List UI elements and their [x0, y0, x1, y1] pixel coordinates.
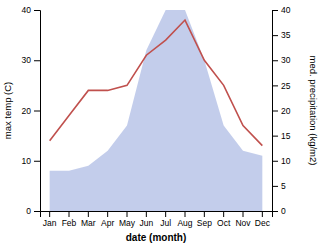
tick-mark — [272, 111, 278, 112]
tick: Dec — [255, 211, 271, 228]
tick: 20 — [272, 106, 291, 116]
x-axis-title: date (month) — [126, 232, 187, 243]
tick-label: 10 — [22, 156, 32, 166]
y-axis-title: max temp (C) — [2, 82, 13, 140]
y2-axis-title: med. precipitation (kg/m2) — [308, 56, 318, 166]
axis-line — [273, 11, 279, 212]
tick-mark — [127, 211, 128, 217]
tick: 30 — [22, 55, 40, 65]
tick: 20 — [22, 106, 40, 116]
tick-label: Jun — [139, 218, 153, 228]
tick-label: Oct — [217, 218, 231, 228]
tick-label: 0 — [281, 206, 286, 216]
y-axis: 0 10 20 30 40 — [22, 5, 41, 216]
tick-mark — [88, 211, 89, 217]
tick-mark — [272, 60, 278, 61]
tick-label: 30 — [22, 55, 32, 65]
y2-axis: 0 5 10 15 20 25 30 35 40 — [272, 5, 291, 216]
tick: 30 — [272, 55, 291, 65]
tick: Oct — [217, 211, 231, 228]
tick-mark — [272, 10, 278, 11]
tick: Mar — [81, 211, 96, 228]
tick: 10 — [22, 156, 40, 166]
area — [50, 10, 263, 211]
tick-mark — [272, 35, 278, 36]
tick: 0 — [272, 206, 286, 216]
axis-line — [34, 11, 41, 212]
tick-mark — [272, 85, 278, 86]
tick-mark — [165, 211, 166, 217]
tick: Sep — [197, 211, 212, 228]
tick: 25 — [272, 81, 291, 91]
tick-mark — [272, 161, 278, 162]
tick-mark — [107, 211, 108, 217]
tick: Aug — [177, 211, 192, 228]
line — [50, 20, 263, 146]
tick-label: 5 — [281, 181, 286, 191]
tick: 15 — [272, 131, 291, 141]
tick-label: Mar — [81, 218, 96, 228]
tick-mark — [272, 211, 278, 212]
tick-label: Jul — [160, 218, 171, 228]
tick-label: Apr — [101, 218, 114, 228]
tick: 0 — [26, 206, 40, 216]
tick: 35 — [272, 30, 291, 40]
tick: Nov — [235, 211, 251, 228]
tick: 40 — [22, 5, 40, 15]
tick-label: Dec — [255, 218, 271, 228]
x-axis: Jan Feb Mar Apr MayJun Jul Aug Sep Oct Nov Dec — [41, 211, 273, 228]
tick-label: 30 — [281, 55, 291, 65]
tick-mark — [49, 211, 50, 217]
tick-label: 40 — [22, 5, 32, 15]
chart: Jan Feb Mar Apr MayJun Jul Aug Sep Oct Nov Dec 0 10 2… — [0, 0, 318, 247]
tick-label: 20 — [22, 106, 32, 116]
tick: 40 — [272, 5, 291, 15]
tick-mark — [262, 211, 263, 217]
tick-mark — [69, 211, 70, 217]
tick-mark — [34, 10, 40, 11]
tick-mark — [34, 161, 40, 162]
plot: Jan Feb Mar Apr MayJun Jul Aug Sep Oct Nov Dec 0 10 2… — [22, 5, 291, 228]
tick-label: 25 — [281, 81, 291, 91]
tick: May — [119, 211, 136, 228]
tick-label: 35 — [281, 30, 291, 40]
tick-label: Feb — [62, 218, 77, 228]
tick: Jan — [43, 211, 57, 228]
tick-label: Aug — [177, 218, 192, 228]
tick-label: May — [119, 218, 136, 228]
tick-mark — [34, 211, 40, 212]
tick-label: 15 — [281, 131, 291, 141]
tick-mark — [204, 211, 205, 217]
tick-mark — [185, 211, 186, 217]
tick: 5 — [272, 181, 286, 191]
tick-label: Jan — [43, 218, 57, 228]
tick-mark — [34, 60, 40, 61]
tick-label: 40 — [281, 5, 291, 15]
tick-label: 0 — [26, 206, 31, 216]
tick-mark — [243, 211, 244, 217]
tick-label: 20 — [281, 106, 291, 116]
tick-mark — [272, 186, 278, 187]
tick-label: 10 — [281, 156, 291, 166]
tick: 10 — [272, 156, 291, 166]
axis-line — [41, 212, 273, 218]
tick-mark — [223, 211, 224, 217]
tick-label: Nov — [235, 218, 251, 228]
tick-mark — [272, 136, 278, 137]
tick: Apr — [101, 211, 114, 228]
tick: Jul — [160, 211, 171, 228]
marks — [50, 10, 263, 211]
tick-label: Sep — [197, 218, 212, 228]
tick: Jun — [139, 211, 153, 228]
tick: Feb — [62, 211, 77, 228]
tick-mark — [146, 211, 147, 217]
tick-mark — [34, 111, 40, 112]
